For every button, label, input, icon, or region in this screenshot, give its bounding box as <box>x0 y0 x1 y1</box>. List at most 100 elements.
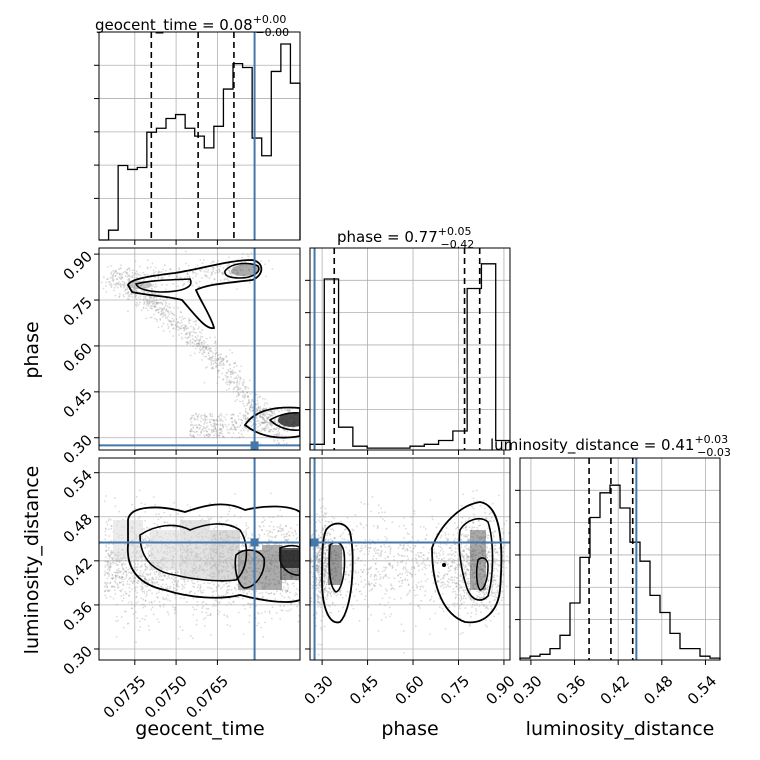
sample-point <box>128 277 131 280</box>
sample-point <box>110 585 113 588</box>
sample-point <box>144 537 147 540</box>
sample-point <box>256 420 258 422</box>
sample-point <box>211 413 214 416</box>
sample-point <box>136 591 139 594</box>
sample-point <box>229 267 231 270</box>
sample-point <box>146 259 149 262</box>
contour-inner <box>268 411 300 431</box>
sample-point <box>263 429 266 432</box>
sample-point <box>104 284 107 287</box>
sample-point <box>493 599 496 602</box>
sample-point <box>217 369 219 372</box>
sample-point <box>223 416 226 419</box>
sample-point <box>285 535 288 538</box>
sample-point <box>124 288 127 291</box>
sample-point <box>491 594 493 597</box>
sample-point <box>195 413 197 415</box>
sample-point <box>396 561 399 564</box>
sample-point <box>193 582 196 585</box>
sample-point <box>426 556 429 559</box>
sample-point <box>123 578 126 581</box>
sample-point <box>150 300 153 303</box>
sample-point <box>329 588 331 591</box>
sample-point <box>325 538 328 541</box>
sample-point <box>258 525 261 527</box>
sample-point <box>264 398 267 400</box>
sample-point <box>286 582 289 585</box>
sample-point <box>134 260 137 263</box>
sample-point <box>104 549 107 552</box>
sample-point <box>210 362 213 364</box>
sample-point <box>467 569 469 571</box>
sample-point <box>193 328 196 330</box>
sample-point <box>131 503 134 506</box>
sample-point <box>213 583 215 586</box>
sample-point <box>121 273 124 276</box>
sample-point <box>374 547 377 550</box>
sample-point <box>191 434 194 437</box>
sample-point <box>228 269 231 272</box>
sample-point <box>151 307 153 310</box>
sample-point <box>189 340 192 343</box>
sample-point <box>204 429 207 432</box>
sample-point <box>243 393 246 396</box>
sample-point <box>205 347 207 349</box>
sample-point <box>160 586 162 588</box>
sample-point <box>189 433 192 436</box>
sample-point <box>230 416 233 419</box>
sample-point <box>206 366 209 368</box>
sample-point <box>198 325 200 328</box>
sample-point <box>454 551 457 553</box>
sample-point <box>212 355 214 358</box>
sample-point <box>241 394 244 397</box>
sample-point <box>449 558 452 560</box>
sample-point <box>107 590 110 593</box>
sample-point <box>192 606 194 609</box>
sample-point <box>376 526 379 529</box>
sample-point <box>131 271 134 274</box>
sample-point <box>479 524 481 527</box>
sample-point <box>247 537 250 540</box>
sample-point <box>105 290 108 293</box>
sample-point <box>346 590 349 593</box>
sample-point <box>127 298 130 300</box>
sample-point <box>379 603 381 606</box>
sample-point <box>272 438 275 441</box>
sample-point <box>334 537 337 540</box>
sample-point <box>162 268 165 271</box>
sample-point <box>214 272 217 274</box>
sample-point <box>162 314 165 317</box>
sample-point <box>116 564 118 567</box>
sample-point <box>238 393 240 395</box>
sample-point <box>176 581 179 583</box>
sample-point <box>417 565 419 568</box>
sample-point <box>198 423 200 426</box>
sample-point <box>393 598 396 601</box>
sample-point <box>124 590 127 593</box>
sample-point <box>155 302 158 305</box>
sample-point <box>214 424 217 427</box>
sample-point <box>117 619 119 622</box>
sample-point <box>205 434 208 437</box>
sample-point <box>272 412 275 415</box>
sample-point <box>495 608 498 611</box>
sample-point <box>256 624 259 627</box>
contour-outer <box>127 503 300 603</box>
sample-point <box>110 273 112 275</box>
sample-point <box>385 573 387 576</box>
sample-point <box>316 565 319 568</box>
sample-point <box>203 413 206 416</box>
sample-point <box>105 544 108 546</box>
sample-point <box>205 415 208 418</box>
sample-point <box>494 598 497 601</box>
sample-point <box>486 588 489 591</box>
sample-point <box>153 286 156 289</box>
sample-point <box>264 425 267 428</box>
sample-point <box>214 599 216 601</box>
sample-point <box>202 418 205 421</box>
sample-point <box>175 584 178 587</box>
sample-point <box>405 569 408 572</box>
sample-point <box>211 356 214 359</box>
sample-point <box>383 543 386 546</box>
sample-point <box>131 293 133 296</box>
